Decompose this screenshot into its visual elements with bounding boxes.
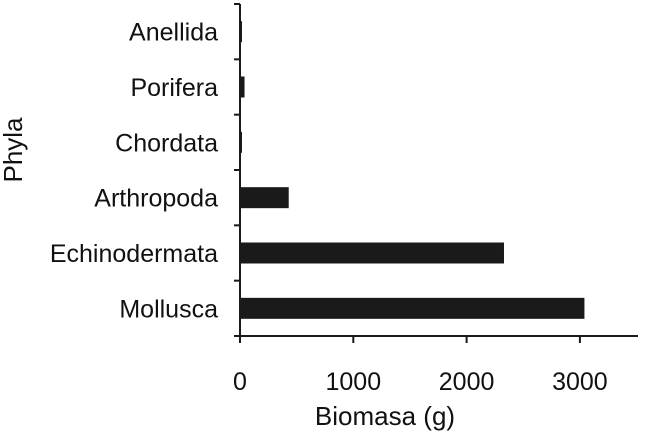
bar-echinodermata bbox=[240, 242, 504, 264]
x-axis bbox=[239, 335, 638, 343]
category-label: Anellida bbox=[129, 19, 218, 47]
y-axis-title: Phyla bbox=[0, 117, 28, 183]
bars bbox=[240, 21, 585, 319]
x-tick-label: 3000 bbox=[552, 368, 608, 396]
category-label: Mollusca bbox=[119, 295, 218, 323]
y-axis bbox=[234, 3, 241, 337]
x-axis-title: Biomasa (g) bbox=[315, 401, 455, 431]
category-label: Porifera bbox=[130, 74, 218, 102]
bar-mollusca bbox=[240, 297, 585, 319]
x-tick-label: 1000 bbox=[325, 368, 381, 396]
bar-anellida bbox=[240, 21, 242, 43]
bar-porifera bbox=[240, 76, 245, 98]
bar-arthropoda bbox=[240, 187, 289, 209]
x-tick-label: 0 bbox=[233, 368, 247, 396]
x-tick-label: 2000 bbox=[439, 368, 495, 396]
bar-chordata bbox=[240, 131, 242, 153]
category-label: Chordata bbox=[115, 129, 218, 157]
x-tick-labels: 0 1000 2000 3000 bbox=[233, 368, 608, 396]
category-labels: Anellida Porifera Chordata Arthropoda Echino… bbox=[50, 19, 218, 324]
category-label: Arthropoda bbox=[94, 185, 218, 213]
category-label: Echinodermata bbox=[50, 240, 218, 268]
